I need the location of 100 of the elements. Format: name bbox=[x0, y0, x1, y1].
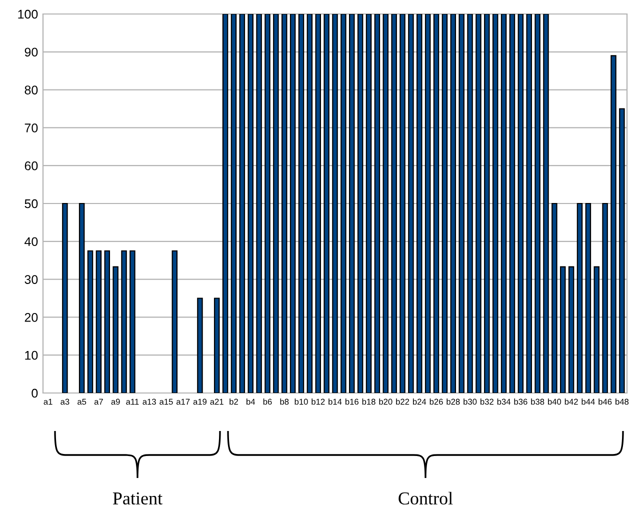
x-tick-label: b42 bbox=[564, 398, 578, 405]
bar bbox=[467, 14, 473, 393]
x-tick-label: a7 bbox=[94, 398, 103, 405]
x-tick-label: a17 bbox=[176, 398, 190, 405]
x-tick-label: b28 bbox=[446, 398, 460, 405]
y-tick-label: 80 bbox=[24, 86, 38, 94]
bar bbox=[458, 14, 464, 393]
bar bbox=[484, 14, 490, 393]
x-tick-label: b18 bbox=[362, 398, 376, 405]
y-tick-label: 50 bbox=[24, 199, 38, 208]
bar bbox=[222, 14, 228, 393]
bar bbox=[518, 14, 524, 393]
x-tick-label: a13 bbox=[142, 398, 156, 405]
x-tick-label: b30 bbox=[464, 398, 477, 405]
x-tick-label: b2 bbox=[230, 398, 238, 405]
bar bbox=[130, 250, 136, 393]
x-tick-label: b26 bbox=[430, 398, 443, 405]
bar bbox=[112, 266, 118, 393]
bar bbox=[281, 14, 288, 393]
bar bbox=[492, 14, 498, 393]
x-tick-label: b10 bbox=[294, 398, 308, 405]
bar bbox=[433, 14, 440, 393]
bar bbox=[408, 14, 414, 393]
x-tick-label: b36 bbox=[514, 398, 528, 405]
bar bbox=[576, 202, 583, 393]
x-tick-label: b40 bbox=[548, 398, 562, 405]
bar bbox=[424, 14, 431, 393]
y-tick-label: 70 bbox=[24, 124, 38, 132]
x-tick-label: b24 bbox=[412, 398, 426, 405]
x-tick-label: a19 bbox=[193, 398, 207, 405]
y-tick-label: 0 bbox=[32, 388, 38, 398]
bar bbox=[256, 14, 262, 393]
bar bbox=[619, 108, 625, 393]
bar bbox=[450, 14, 456, 393]
x-tick-label: b16 bbox=[345, 398, 358, 405]
bar bbox=[172, 250, 178, 393]
y-tick-label: 40 bbox=[24, 237, 38, 246]
x-tick-label: b32 bbox=[480, 398, 494, 405]
x-tick-label: b22 bbox=[396, 398, 410, 405]
bar bbox=[239, 14, 246, 393]
x-tick-label: b8 bbox=[280, 398, 289, 405]
x-tick-label: b34 bbox=[497, 398, 510, 405]
bar bbox=[594, 266, 600, 393]
x-tick-label: b44 bbox=[582, 398, 595, 405]
x-tick-label: b48 bbox=[616, 398, 629, 405]
bar bbox=[442, 14, 448, 393]
bar bbox=[264, 14, 270, 393]
bar bbox=[298, 14, 304, 393]
bar bbox=[96, 250, 102, 393]
y-tick-label: 10 bbox=[25, 350, 38, 360]
bar bbox=[560, 266, 566, 393]
bar bbox=[62, 202, 68, 393]
x-tick-label: b20 bbox=[379, 398, 392, 405]
bar bbox=[610, 55, 616, 393]
bar bbox=[315, 14, 321, 393]
bar bbox=[87, 250, 94, 393]
bar bbox=[366, 14, 372, 393]
x-tick-label: b46 bbox=[598, 398, 612, 405]
bar bbox=[332, 14, 338, 393]
bar bbox=[290, 14, 296, 393]
x-tick-label: a21 bbox=[210, 398, 224, 405]
x-tick-label: b38 bbox=[531, 398, 544, 405]
text: Control bbox=[398, 492, 453, 505]
x-tick-label: b12 bbox=[312, 398, 325, 405]
bar bbox=[104, 250, 110, 393]
bar bbox=[500, 14, 507, 393]
bar bbox=[382, 14, 389, 393]
x-tick-label: b6 bbox=[263, 398, 272, 405]
x-tick-label: a3 bbox=[60, 398, 70, 405]
text: Patient bbox=[112, 492, 162, 505]
x-tick-label: b4 bbox=[246, 398, 255, 405]
bar bbox=[526, 14, 532, 393]
x-tick-label: a1 bbox=[44, 398, 52, 405]
bar bbox=[197, 298, 203, 393]
y-tick-label: 100 bbox=[18, 10, 38, 19]
bar bbox=[534, 14, 540, 393]
x-tick-label: a5 bbox=[78, 398, 86, 405]
bar bbox=[273, 14, 279, 393]
bar bbox=[509, 14, 516, 393]
bar bbox=[349, 14, 355, 393]
x-tick-label: a9 bbox=[111, 398, 120, 405]
bar bbox=[416, 14, 422, 393]
bar bbox=[476, 14, 482, 393]
bar bbox=[230, 14, 237, 393]
bar bbox=[374, 14, 380, 393]
bar bbox=[391, 14, 397, 393]
bar bbox=[400, 14, 406, 393]
bar bbox=[214, 298, 220, 393]
bar bbox=[602, 202, 608, 393]
x-tick-label: a15 bbox=[160, 398, 173, 405]
bar bbox=[340, 14, 346, 393]
bar bbox=[568, 266, 574, 393]
x-tick-label: a11 bbox=[126, 398, 139, 405]
bar bbox=[543, 14, 549, 393]
y-tick-label: 90 bbox=[24, 48, 38, 57]
bar bbox=[306, 14, 313, 393]
x-tick-label: b14 bbox=[328, 398, 342, 405]
bar bbox=[357, 14, 364, 393]
y-tick-label: 30 bbox=[24, 275, 38, 284]
bar bbox=[585, 202, 592, 393]
